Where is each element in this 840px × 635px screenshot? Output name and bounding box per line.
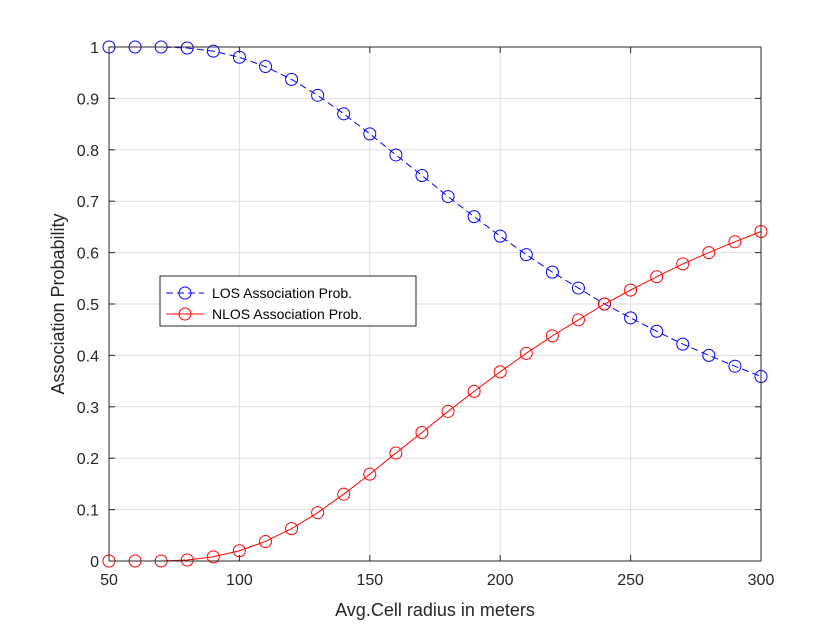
legend-label-nlos: NLOS Association Prob. [212,306,362,322]
data-point-nlos [676,257,690,271]
y-tick-label: 0.1 [77,503,99,520]
y-tick-label: 0.2 [77,451,99,468]
data-point-los [206,44,220,58]
data-point-nlos [519,346,533,360]
data-point-los [493,229,507,243]
series-layer [102,40,768,568]
data-point-nlos [624,283,638,297]
data-point-nlos [285,522,299,536]
data-point-nlos [363,467,377,481]
y-tick-label: 0.6 [77,246,99,263]
data-point-los [624,311,638,325]
data-point-los [337,107,351,121]
y-tick-label: 0.5 [77,297,99,314]
data-point-los [180,41,194,55]
data-point-los [676,337,690,351]
data-point-los [258,60,272,74]
data-point-nlos [441,404,455,418]
legend-label-los: LOS Association Prob. [212,285,352,301]
y-tick-label: 1 [90,40,99,57]
legend-marker-los [178,286,192,300]
y-tick-label: 0.9 [77,91,99,108]
data-point-nlos [389,446,403,460]
y-tick-label: 0 [90,554,99,571]
data-point-nlos [728,235,742,249]
data-point-los [545,265,559,279]
data-point-los [650,324,664,338]
data-point-nlos [702,246,716,260]
data-point-nlos [180,553,194,567]
y-tick-label: 0.7 [77,194,99,211]
data-point-nlos [493,365,507,379]
data-point-los [519,248,533,262]
data-point-nlos [545,329,559,343]
data-point-los [415,169,429,182]
x-tick-label: 50 [100,572,118,589]
y-tick-label: 0.4 [77,348,99,365]
data-point-los [363,127,377,141]
data-point-nlos [467,384,481,398]
series-line-los [109,46,762,377]
data-point-nlos [258,534,272,548]
series-line-nlos [109,231,762,562]
data-point-nlos [311,506,325,520]
data-point-nlos [571,313,585,327]
x-tick-label: 250 [617,572,644,589]
y-axis-label: Association Probability [48,213,68,394]
grid-lines [108,46,762,562]
data-point-los [728,359,742,373]
tick-layer: 50 100 150 200 250 300 0 0.1 0.2 0.3 0.4 0.5 0.6 0.7 0… [77,40,775,589]
x-tick-label: 300 [748,572,775,589]
x-tick-label: 150 [356,572,383,589]
legend-box [159,275,417,327]
x-tick-label: 100 [226,572,253,589]
data-point-los [467,210,481,224]
y-tick-label: 0.8 [77,143,99,160]
legend: LOS Association Prob. NLOS Association P… [159,275,417,327]
x-axis-label: Avg.Cell radius in meters [335,600,535,620]
data-point-los [389,148,403,162]
data-point-nlos [337,487,351,501]
data-point-los [285,72,299,86]
data-point-nlos [415,426,429,439]
data-point-los [571,281,585,295]
data-point-los [702,348,716,362]
data-point-nlos [206,550,220,564]
data-point-los [441,190,455,204]
x-tick-label: 200 [487,572,514,589]
legend-marker-nlos [178,307,192,321]
data-point-nlos [650,270,664,284]
data-point-nlos [598,297,612,311]
data-point-los [311,88,325,102]
y-tick-label: 0.3 [77,400,99,417]
